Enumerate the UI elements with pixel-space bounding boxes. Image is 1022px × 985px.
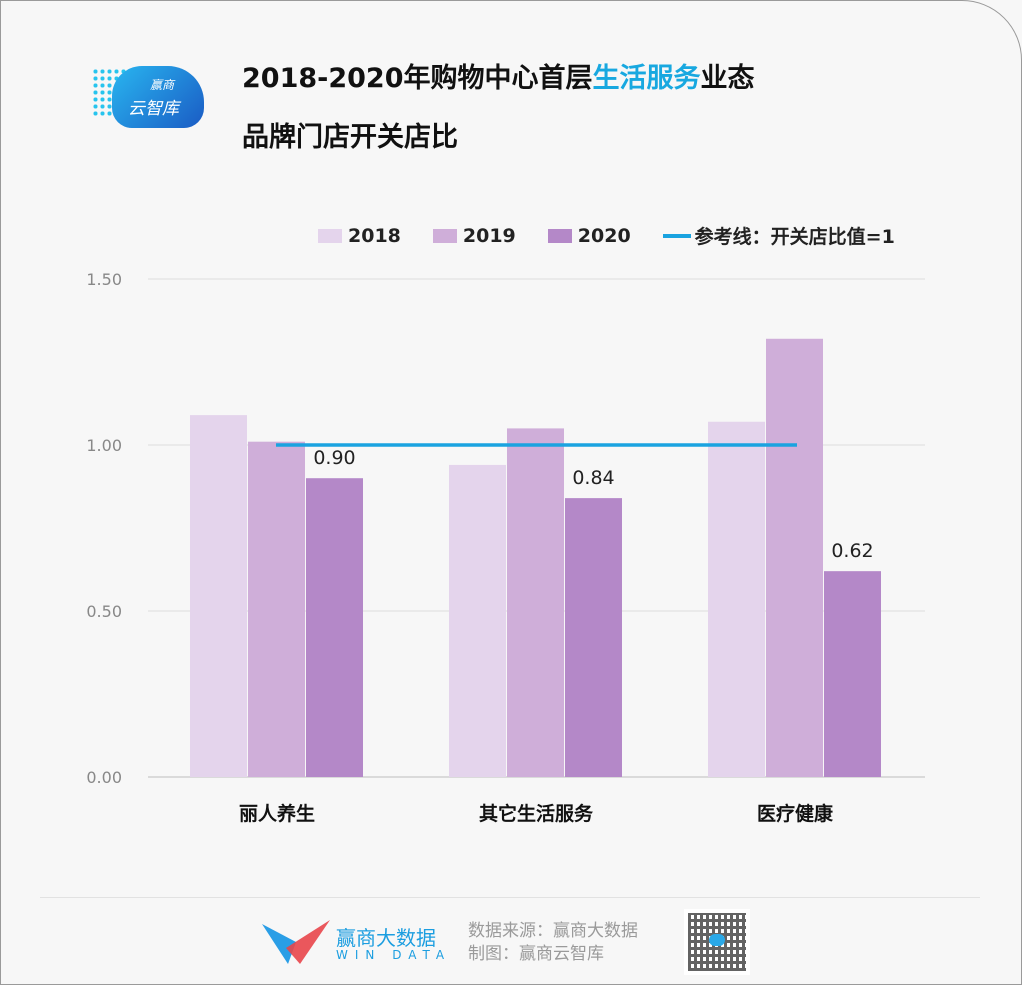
y-tick-label: 0.50: [86, 602, 122, 621]
windata-brand: 赢商大数据 WIN DATA: [262, 920, 444, 970]
data-label: 0.84: [572, 467, 614, 489]
logo-text-2: 云智库: [128, 99, 179, 119]
bar-2020-2: [824, 571, 881, 777]
title-pre: 2018-2020年购物中心首层: [242, 63, 593, 94]
data-source: 数据来源：赢商大数据: [468, 921, 638, 941]
y-tick-label: 1.00: [86, 436, 122, 455]
cloud-icon: [112, 66, 204, 128]
brand-en: WIN DATA: [336, 948, 452, 962]
y-tick-label: 0.00: [86, 768, 122, 787]
data-label: 0.90: [313, 447, 355, 469]
x-category-label: 其它生活服务: [479, 802, 594, 825]
legend: 2018 2019 2020 参考线：开关店比值=1: [318, 222, 927, 249]
data-label: 0.62: [831, 540, 873, 562]
y-tick-label: 1.50: [86, 270, 122, 289]
bar-2020-1: [565, 498, 622, 777]
legend-item-reference: 参考线：开关店比值=1: [662, 222, 895, 249]
footer-divider: [40, 897, 980, 898]
legend-label: 2019: [462, 224, 516, 247]
chart-maker: 制图：赢商云智库: [468, 944, 604, 964]
chart-title-line1: 2018-2020年购物中心首层生活服务业态: [242, 56, 755, 95]
qr-code: [684, 909, 750, 975]
bar-2018-1: [449, 464, 506, 777]
brand-name: 赢商大数据: [336, 926, 436, 950]
x-category-label: 医疗健康: [757, 802, 834, 825]
legend-item-2019: 2019: [432, 224, 516, 247]
x-category-label: 丽人养生: [239, 802, 315, 825]
legend-label: 参考线：开关店比值=1: [694, 226, 895, 248]
bar-2019-2: [766, 338, 823, 777]
qr-logo: [709, 934, 725, 946]
legend-label: 2020: [577, 224, 631, 247]
legend-swatch: [318, 228, 342, 243]
bar-2019-0: [248, 441, 305, 777]
title-highlight: 生活服务: [592, 63, 701, 94]
logo-text-1: 赢商: [150, 78, 175, 92]
legend-swatch: [547, 228, 572, 243]
legend-swatch: [432, 228, 457, 243]
bar-2018-2: [708, 421, 765, 777]
legend-label: 2018: [348, 224, 401, 247]
chart-title-line2: 品牌门店开关店比: [242, 122, 458, 153]
source-text: 数据来源：赢商大数据 制图：赢商云智库: [468, 920, 638, 966]
yingshang-cloud-logo: 赢商 云智库: [92, 58, 204, 128]
bar-2020-0: [306, 478, 363, 777]
legend-item-2018: 2018: [318, 225, 401, 247]
title-post: 业态: [700, 63, 755, 94]
windata-logo-icon: [262, 920, 330, 964]
bar-2018-0: [190, 415, 247, 777]
legend-item-2020: 2020: [547, 224, 631, 247]
bar-2019-1: [507, 428, 564, 777]
legend-line: [662, 233, 691, 238]
